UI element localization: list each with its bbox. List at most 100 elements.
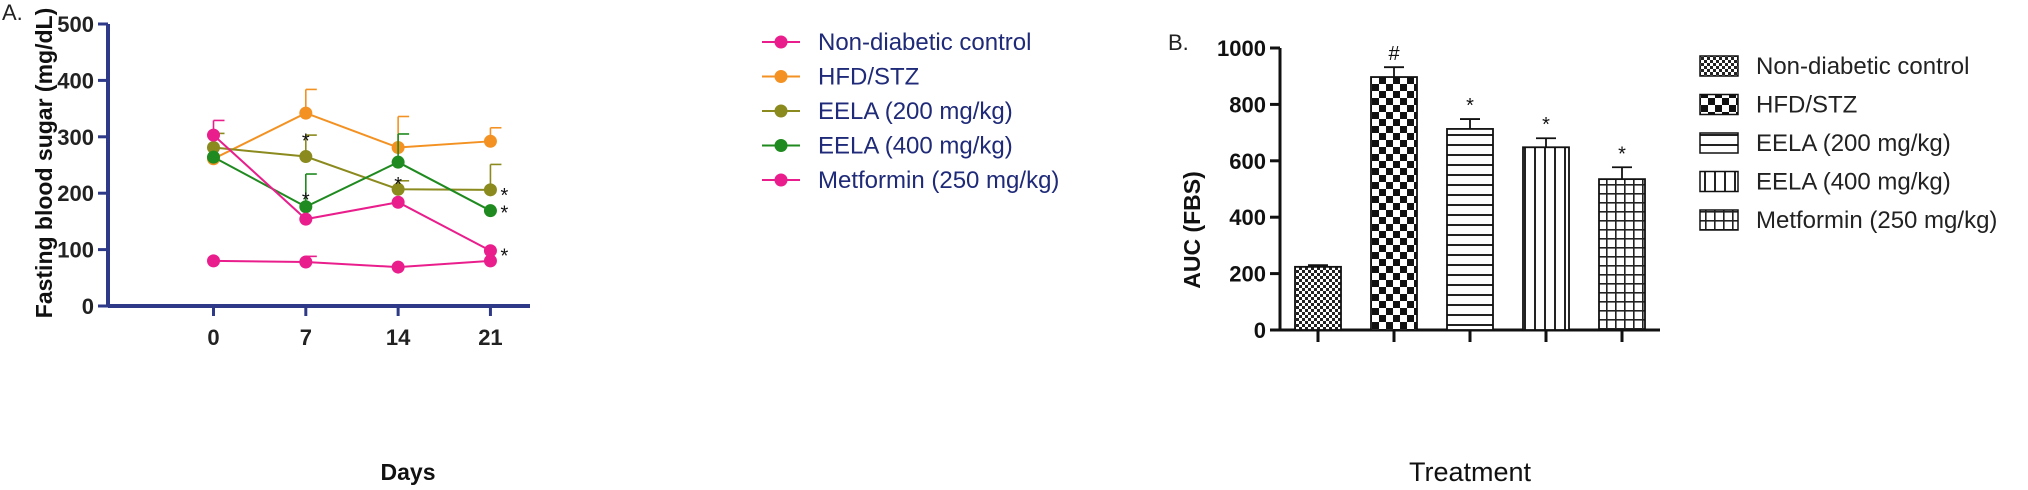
a-series-line (213, 112, 491, 160)
b-y-tick-label: 600 (1229, 149, 1266, 174)
panel-a-xlabel: Days (381, 459, 436, 485)
panel-b-plot: # * * * (1294, 43, 1646, 331)
b-bar-group-hfd-stz: # (1370, 43, 1418, 331)
a-legend-item-metformin-250-mg-kg: Metformin (250 mg/kg) (762, 167, 1059, 194)
b-y-tick-label: 200 (1229, 262, 1266, 287)
a-data-point (207, 141, 220, 155)
panel-a-ylabel: Fasting blood sugar (mg/dL) (31, 8, 57, 318)
b-bar (1598, 178, 1646, 331)
a-data-point (391, 155, 405, 169)
b-bar (1522, 146, 1570, 331)
a-significance-marker: * (394, 174, 402, 196)
a-data-point (207, 128, 220, 142)
a-legend-label: HFD/STZ (818, 64, 919, 91)
b-significance-marker: * (1542, 114, 1550, 136)
b-legend-label: Metformin (250 mg/kg) (1756, 207, 1997, 234)
a-series-metformin-250-mg-kg (207, 119, 497, 258)
a-legend-label: Metformin (250 mg/kg) (818, 167, 1059, 194)
b-bar-group-non-diabetic-control (1294, 264, 1342, 331)
a-data-point (299, 200, 313, 214)
panel-a-label: A. (2, 0, 23, 25)
panel-b-legend: Non-diabetic control HFD/STZ EELA (200 mg/… (1699, 53, 1997, 234)
a-data-point (299, 106, 313, 120)
a-significance-marker: * (302, 131, 310, 153)
b-legend-item-metformin-250-mg-kg: Metformin (250 mg/kg) (1699, 207, 1997, 234)
a-series-line (212, 134, 491, 252)
b-legend-swatch (1699, 170, 1739, 193)
b-y-tick-label: 800 (1229, 92, 1266, 117)
b-legend-label: HFD/STZ (1756, 92, 1857, 119)
b-legend-item-hfd-stz: HFD/STZ (1699, 92, 1857, 119)
b-bar-group-eela-400-mg-kg: * (1522, 114, 1570, 331)
a-data-point (483, 134, 497, 148)
a-significance-marker: * (501, 185, 509, 207)
a-significance-marker: * (501, 202, 509, 224)
b-legend-swatch (1699, 55, 1739, 77)
b-legend-item-non-diabetic-control: Non-diabetic control (1699, 53, 1969, 80)
b-significance-marker: * (1466, 95, 1474, 117)
panel-a-legend: Non-diabetic control HFD/STZ EELA (200 mg/… (762, 29, 1059, 194)
panel-b-label: B. (1168, 30, 1189, 55)
a-series-line (213, 146, 491, 191)
a-legend-marker (774, 139, 788, 152)
a-data-point (483, 244, 497, 258)
b-bar (1446, 128, 1494, 331)
b-significance-marker: # (1388, 43, 1400, 65)
panel-a-axes: 0 100 200 300 400 500 0 7 14 21 (57, 12, 530, 350)
b-legend-swatch (1699, 209, 1739, 231)
a-data-point (483, 183, 497, 197)
a-legend-item-eela-400-mg-kg: EELA (400 mg/kg) (762, 133, 1013, 160)
a-series-hfd-stz (207, 88, 502, 166)
a-y-tick-label: 100 (57, 238, 94, 263)
b-bar (1370, 76, 1418, 331)
a-series-eela-200-mg-kg (207, 132, 502, 197)
b-bar (1294, 265, 1342, 331)
a-series-non-diabetic-control (207, 254, 497, 274)
a-data-point (483, 204, 497, 218)
panel-b-axes: 0 200 400 600 800 1000 (1217, 36, 1660, 343)
b-y-tick-label: 400 (1229, 205, 1266, 230)
a-y-tick-label: 0 (82, 294, 94, 319)
a-y-tick-label: 500 (57, 12, 94, 37)
a-legend-label: EELA (200 mg/kg) (818, 98, 1013, 125)
b-bar-group-metformin-250-mg-kg: * (1598, 143, 1646, 331)
a-y-tick-label: 400 (57, 68, 94, 93)
b-legend-item-eela-400-mg-kg: EELA (400 mg/kg) (1699, 169, 1951, 196)
a-legend-marker (774, 104, 788, 118)
a-x-tick-label: 7 (300, 325, 312, 350)
a-series-line (213, 259, 491, 269)
a-legend-label: EELA (400 mg/kg) (818, 133, 1013, 160)
a-x-tick-label: 0 (207, 325, 219, 350)
panel-b-ylabel: AUC (FBS) (1179, 171, 1205, 289)
a-legend-item-non-diabetic-control: Non-diabetic control (762, 29, 1031, 56)
a-data-point (391, 260, 405, 274)
a-legend-label: Non-diabetic control (818, 29, 1031, 56)
a-data-point (207, 254, 220, 268)
b-y-tick-label: 0 (1254, 318, 1266, 343)
panel-a-plot: *** *** (207, 88, 509, 274)
a-legend-item-eela-200-mg-kg: EELA (200 mg/kg) (762, 98, 1013, 125)
b-legend-label: Non-diabetic control (1756, 53, 1969, 80)
b-legend-swatch (1699, 93, 1739, 116)
a-data-point (391, 195, 405, 209)
a-data-point (299, 212, 313, 226)
a-legend-marker (774, 173, 788, 187)
a-significance-marker: * (501, 246, 509, 268)
b-bar-group-eela-200-mg-kg: * (1446, 95, 1494, 331)
b-significance-marker: * (1618, 143, 1626, 165)
b-legend-swatch (1699, 132, 1739, 154)
a-y-tick-label: 200 (57, 181, 94, 206)
a-x-tick-label: 14 (386, 325, 411, 350)
a-data-point (483, 254, 497, 268)
a-data-point (299, 255, 313, 269)
panel-b-xlabel: Treatment (1409, 457, 1532, 487)
a-y-tick-label: 300 (57, 125, 94, 150)
a-data-point (299, 150, 313, 164)
a-legend-marker (774, 70, 788, 83)
a-series-eela-400-mg-kg (207, 133, 497, 218)
b-legend-label: EELA (400 mg/kg) (1756, 169, 1951, 196)
b-legend-item-eela-200-mg-kg: EELA (200 mg/kg) (1699, 130, 1951, 157)
a-significance-marker: * (302, 189, 310, 211)
a-legend-marker (774, 35, 788, 49)
a-data-point (391, 182, 405, 196)
